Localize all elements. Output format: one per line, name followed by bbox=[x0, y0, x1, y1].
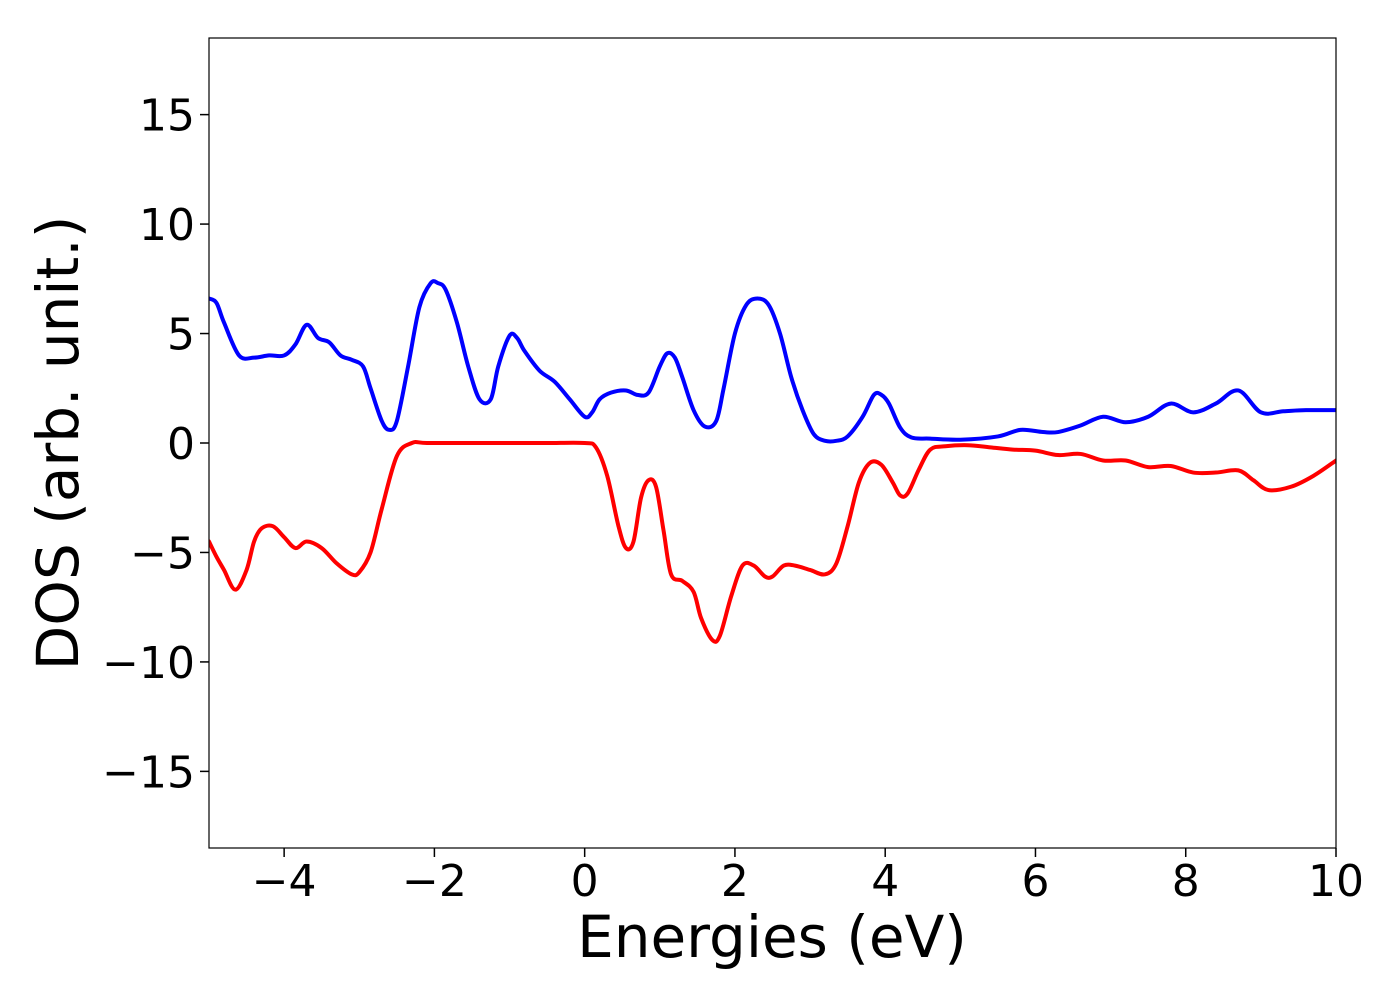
x-axis-title: Energies (eV) bbox=[577, 903, 967, 971]
y-tick-label: 5 bbox=[167, 310, 195, 361]
x-tick-label: 8 bbox=[1172, 856, 1200, 907]
x-tick-label: 10 bbox=[1308, 856, 1364, 907]
x-tick-label: 4 bbox=[871, 856, 899, 907]
series-line-spin-down bbox=[209, 440, 1336, 644]
y-axis-ticks: −15 −10 −5 0 5 10 15 bbox=[102, 91, 209, 798]
y-tick-label: 10 bbox=[139, 200, 195, 251]
y-tick-label: −10 bbox=[102, 638, 195, 689]
y-tick-label: −15 bbox=[102, 747, 195, 798]
x-tick-label: 0 bbox=[571, 856, 599, 907]
y-tick-label: 15 bbox=[139, 91, 195, 142]
series-layer bbox=[209, 279, 1336, 644]
x-axis-ticks: −4 −2 0 2 4 6 8 10 bbox=[252, 848, 1364, 907]
series-line-spin-up bbox=[209, 279, 1336, 444]
plot-background bbox=[209, 38, 1336, 848]
x-tick-label: 2 bbox=[721, 856, 749, 907]
y-tick-label: 0 bbox=[167, 419, 195, 470]
y-tick-label: −5 bbox=[130, 528, 195, 579]
y-axis-title: DOS (arb. unit.) bbox=[24, 216, 92, 671]
x-tick-label: −2 bbox=[402, 856, 467, 907]
x-tick-label: 6 bbox=[1021, 856, 1049, 907]
x-tick-label: −4 bbox=[252, 856, 317, 907]
